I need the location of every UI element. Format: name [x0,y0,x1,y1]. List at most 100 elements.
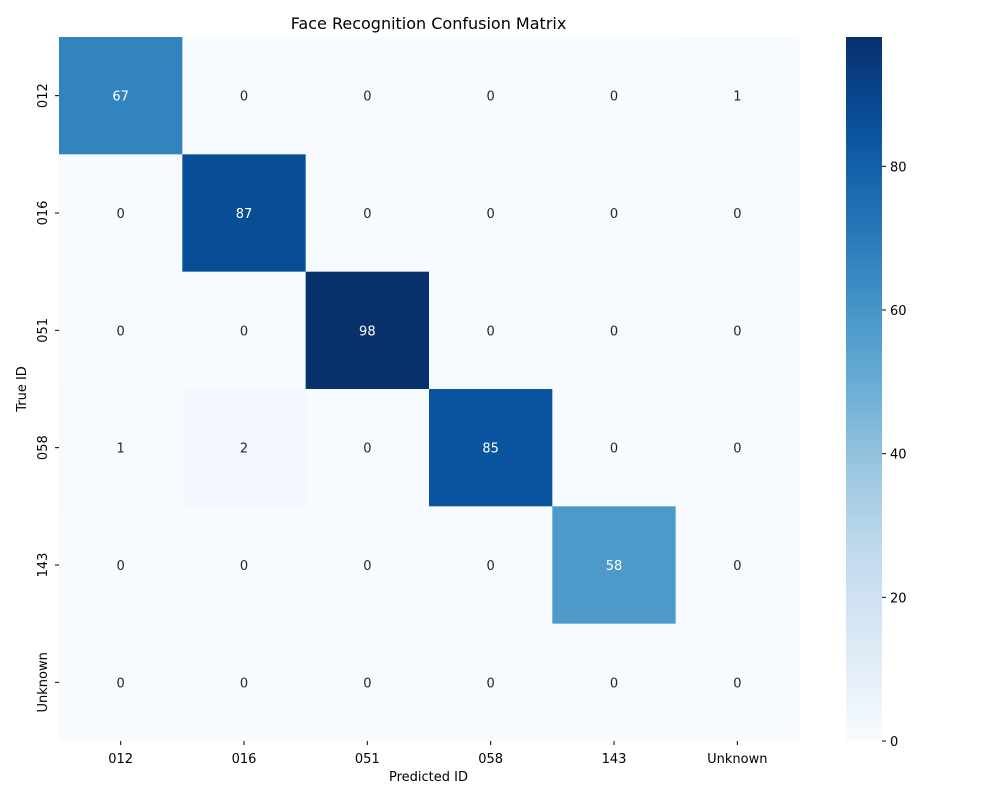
heatmap-cell [182,154,307,273]
heatmap-cell [552,154,677,273]
cell-annotation: 85 [482,442,499,457]
x-tick-label: 016 [232,752,257,767]
y-tick-label: 051 [36,318,51,343]
heatmap-cell [182,389,307,507]
cell-annotation: 0 [487,207,495,222]
heatmap-cell [429,271,553,390]
cell-annotation: 0 [117,559,125,574]
cell-annotation: 0 [733,207,741,222]
cell-annotation: 0 [610,207,618,222]
cell-annotation: 0 [363,559,371,574]
cell-annotations: 67 0 0 0 0 1 0 87 0 0 0 0 0 0 98 0 0 0 1 2 0 85 0 0 0 0 0 0 58 0 0 0 0 0 0… [112,90,741,692]
colorbar: 0 20 40 60 80 [846,37,907,750]
heatmap-cell [675,506,800,625]
heatmap-cell [429,37,553,155]
heatmap-cell [182,37,307,155]
cell-annotation: 0 [487,90,495,105]
cell-annotation: 0 [363,207,371,222]
heatmap-cell [675,37,800,155]
heatmap-cell [675,271,800,390]
cell-annotation: 0 [240,324,248,339]
y-tick-label: 143 [36,553,51,578]
cell-annotation: 0 [363,90,371,105]
y-tick-label: 058 [36,435,51,460]
cell-annotation: 67 [112,90,129,105]
cell-annotation: 87 [236,207,253,222]
heatmap-cell [59,389,183,507]
x-tick-label: 143 [602,752,627,767]
heatmap-cell [59,506,183,625]
heatmap-cell [305,389,430,507]
heatmap-cell [429,506,553,625]
heatmap-cell [552,506,677,625]
cell-annotation: 0 [733,442,741,457]
cell-annotation: 0 [117,207,125,222]
cell-annotation: 0 [363,676,371,691]
heatmap-cell [182,271,307,390]
cell-annotation: 0 [117,676,125,691]
heatmap-cell [429,154,553,273]
heatmap-cell [552,623,677,742]
y-axis: 012 016 051 058 143 Unknown [36,83,59,713]
colorbar-gradient [846,37,882,741]
cell-annotation: 0 [733,324,741,339]
colorbar-tick-label: 20 [890,591,907,606]
cell-annotation: 58 [606,559,623,574]
cell-annotation: 2 [240,442,248,457]
cell-annotation: 0 [610,676,618,691]
heatmap-cells [59,37,800,742]
colorbar-tick-label: 60 [890,304,907,319]
y-axis-label: True ID [15,366,30,413]
heatmap-cell [59,154,183,273]
heatmap-cell [305,506,430,625]
heatmap-cell [675,623,800,742]
y-tick-label: 016 [36,201,51,226]
x-tick-label: 012 [108,752,133,767]
colorbar-tick-label: 0 [890,735,898,750]
x-tick-label: 051 [355,752,380,767]
heatmap-cell [59,623,183,742]
heatmap-cell [59,271,183,390]
heatmap-cell [182,506,307,625]
heatmap-cell [675,154,800,273]
cell-annotation: 0 [363,442,371,457]
cell-annotation: 0 [487,559,495,574]
cell-annotation: 0 [733,676,741,691]
chart-title: Face Recognition Confusion Matrix [291,14,567,33]
cell-annotation: 0 [240,676,248,691]
heatmap-cell [552,389,677,507]
cell-annotation: 1 [733,90,741,105]
heatmap-cell [429,623,553,742]
colorbar-tick-label: 40 [890,448,907,463]
cell-annotation: 0 [487,324,495,339]
cell-annotation: 0 [117,324,125,339]
y-tick-label: 012 [36,83,51,108]
heatmap-cell [305,623,430,742]
heatmap-cell [552,271,677,390]
cell-annotation: 1 [117,442,125,457]
heatmap-cell [305,37,430,155]
heatmap-cell [675,389,800,507]
heatmap-cell [305,271,430,390]
x-tick-label: Unknown [707,752,767,767]
cell-annotation: 0 [610,442,618,457]
heatmap-cell [429,389,553,507]
cell-annotation: 0 [487,676,495,691]
cell-annotation: 0 [610,90,618,105]
colorbar-tick-label: 80 [890,160,907,175]
heatmap-cell [552,37,677,155]
x-axis-label: Predicted ID [389,770,468,785]
cell-annotation: 0 [240,559,248,574]
cell-annotation: 98 [359,324,376,339]
x-tick-label: 058 [478,752,503,767]
cell-annotation: 0 [610,324,618,339]
heatmap-cell [182,623,307,742]
x-axis: 012 016 051 058 143 Unknown [108,741,768,767]
y-tick-label: Unknown [36,652,51,712]
heatmap-cell [305,154,430,273]
cell-annotation: 0 [733,559,741,574]
heatmap-cell [59,37,183,155]
cell-annotation: 0 [240,90,248,105]
